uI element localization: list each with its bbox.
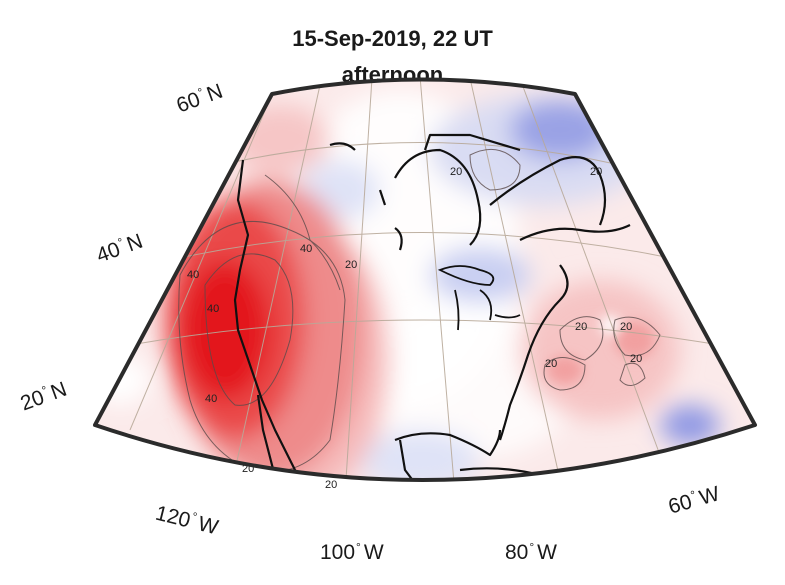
great-lakes xyxy=(437,265,521,331)
contour-label: 40 xyxy=(207,303,219,315)
contour-label: 20 xyxy=(345,259,357,271)
contour-label: 40 xyxy=(187,269,199,281)
lon-label-80: 80° W xyxy=(505,540,557,564)
contour-label: 20 xyxy=(450,166,462,178)
contour-label: 20 xyxy=(620,321,632,333)
contours xyxy=(178,148,661,473)
contour-label: 20 xyxy=(630,353,642,365)
contour-label: 40 xyxy=(300,243,312,255)
contour-label: 20 xyxy=(575,321,587,333)
lon-label-100: 100° W xyxy=(320,540,384,564)
contour-labels: 40 40 40 40 20 20 20 20 20 20 20 20 20 xyxy=(187,166,642,491)
contour-label: 20 xyxy=(325,479,337,491)
contour-label: 20 xyxy=(545,358,557,370)
coastlines xyxy=(233,133,631,480)
map-title: 15-Sep-2019, 22 UT xyxy=(292,26,493,51)
map-frame xyxy=(93,77,757,482)
contour-label: 40 xyxy=(205,393,217,405)
contour-label: 20 xyxy=(590,166,602,178)
